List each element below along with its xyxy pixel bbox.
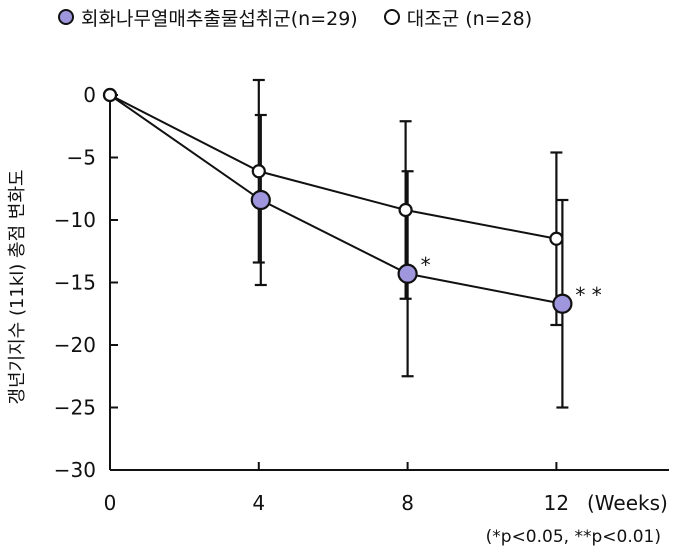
x-tick-label: 0 xyxy=(104,491,117,515)
data-point-treatment xyxy=(552,293,573,314)
series-line-0 xyxy=(109,94,563,305)
x-tick-label: 12 xyxy=(544,491,569,515)
x-axis-label: (Weeks) xyxy=(587,491,668,515)
hollow-circle-icon xyxy=(383,9,400,25)
legend: 회화나무열매추출물섭취군(n=29) 대조군 (n=28) xyxy=(58,4,558,30)
significance-mark: * * xyxy=(575,283,601,307)
y-tick-label: −25 xyxy=(54,396,96,420)
data-point-treatment xyxy=(250,189,271,211)
data-point-control xyxy=(251,164,266,179)
legend-label-treatment: 회화나무열매추출물섭취군(n=29) xyxy=(81,7,358,30)
filled-circle-icon xyxy=(58,9,74,25)
data-point-control xyxy=(549,231,564,246)
y-tick-label: −30 xyxy=(54,458,96,482)
y-tick-label: 0 xyxy=(83,83,96,107)
y-tick-label: −15 xyxy=(54,271,96,295)
data-point-control xyxy=(398,202,413,218)
x-tick-label: 4 xyxy=(252,491,265,515)
y-tick-label: −20 xyxy=(54,333,96,357)
series-line-1 xyxy=(109,94,557,240)
data-point-treatment xyxy=(397,263,418,284)
significance-mark: * xyxy=(421,253,431,277)
data-point-treatment xyxy=(102,87,118,103)
y-tick-label: −5 xyxy=(67,146,96,170)
x-tick-label: 8 xyxy=(401,491,414,515)
legend-item-treatment: 회화나무열매추출물섭취군(n=29) xyxy=(58,4,358,31)
legend-item-control: 대조군 (n=28) xyxy=(383,4,533,31)
legend-label-control: 대조군 (n=28) xyxy=(406,7,533,30)
significance-footnote: (*p<0.05, **p<0.01) xyxy=(485,527,661,547)
y-tick-label: −10 xyxy=(54,208,96,232)
